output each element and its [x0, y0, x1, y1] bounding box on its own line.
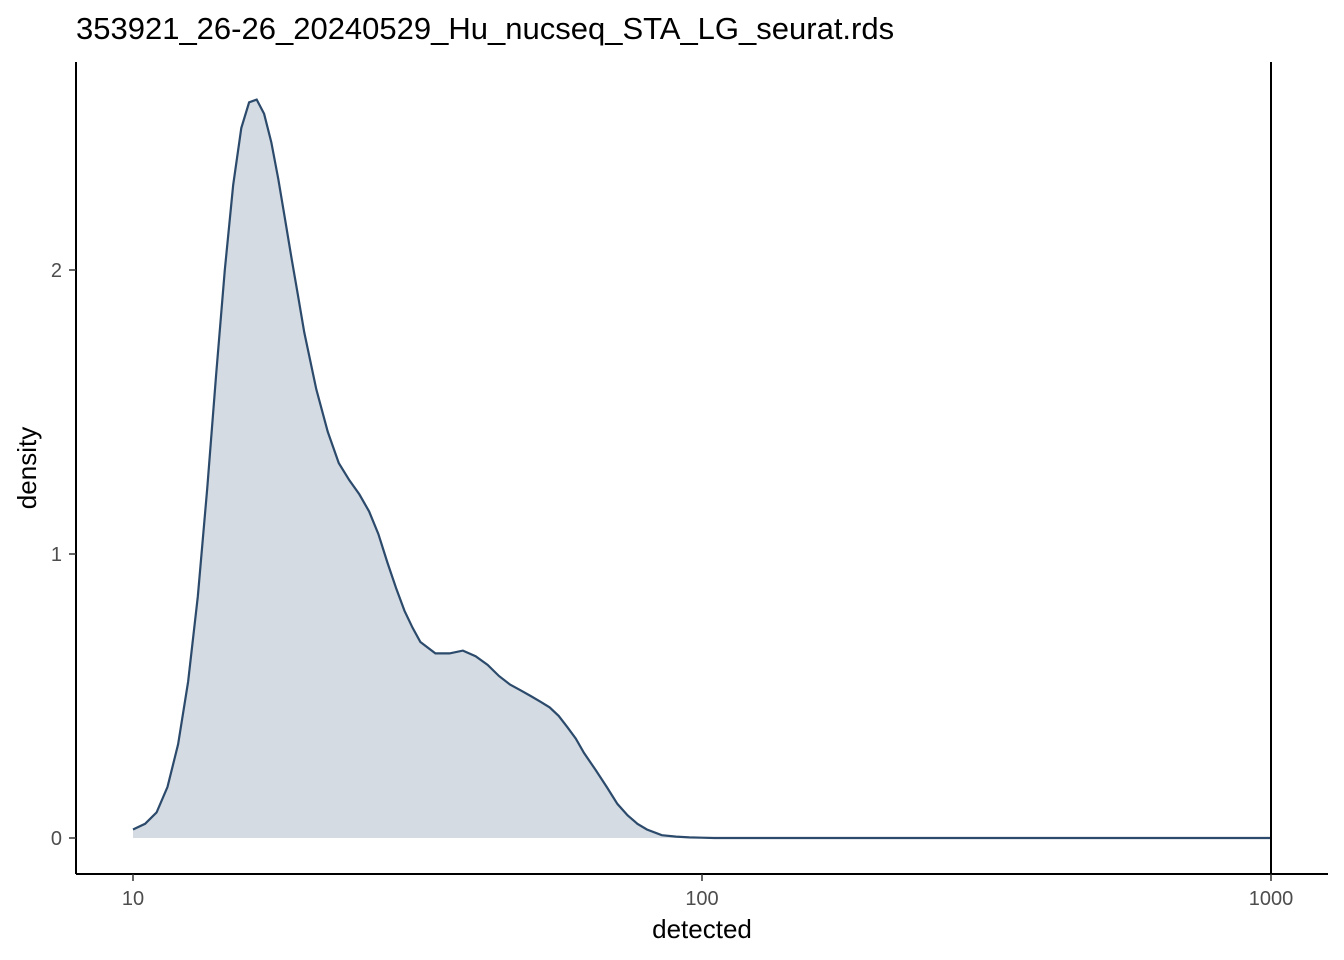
x-axis-ticks: 10 100 1000	[122, 874, 1293, 910]
x-tick-label: 1000	[1249, 888, 1294, 910]
y-axis-title: density	[12, 427, 42, 509]
y-tick-label: 2	[51, 260, 62, 282]
chart-title: 353921_26-26_20240529_Hu_nucseq_STA_LG_s…	[76, 11, 894, 46]
density-area	[133, 99, 1271, 839]
y-tick-label: 1	[51, 544, 62, 566]
x-axis-title: detected	[652, 914, 752, 944]
x-tick-label: 10	[122, 888, 144, 910]
y-tick-label: 0	[51, 828, 62, 850]
density-line	[132, 98, 1271, 840]
plot-area	[132, 62, 1272, 874]
y-axis-ticks: 0 1 2	[51, 260, 76, 850]
x-tick-label: 100	[685, 888, 718, 910]
